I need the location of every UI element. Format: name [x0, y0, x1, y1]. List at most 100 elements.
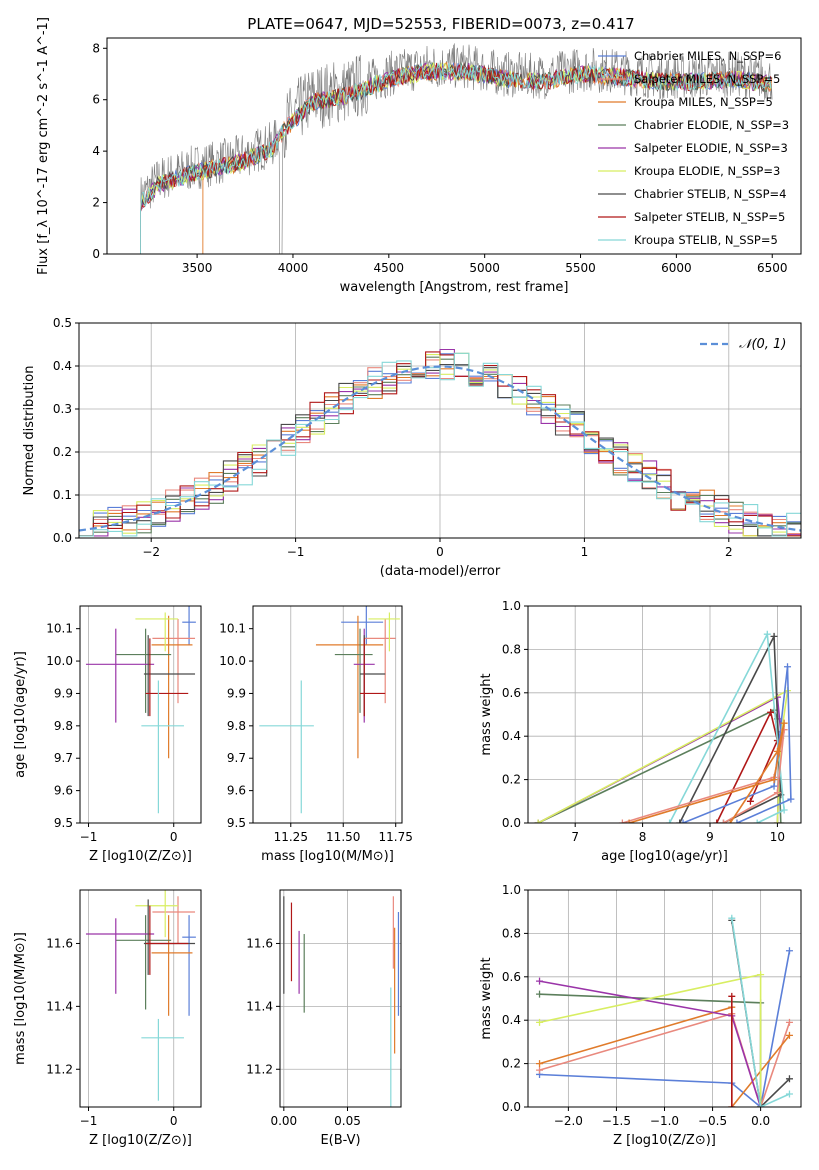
- normal-curve: [79, 365, 801, 532]
- y-tick-label: 11.4: [246, 999, 273, 1013]
- y-tick-label: 11.4: [46, 999, 73, 1013]
- x-tick-label: 9: [706, 830, 714, 844]
- weight-marker-salpeter_miles: [536, 1066, 544, 1074]
- x-tick-label: 11.50: [326, 830, 360, 844]
- y-tick-label: 0.5: [53, 316, 72, 330]
- y-tick-label: 1.0: [502, 883, 521, 897]
- weight-line-kroupa_miles: [628, 723, 785, 823]
- x-axis-label: wavelength [Angstrom, rest frame]: [340, 280, 569, 295]
- axes-frame: [527, 605, 802, 824]
- weight-marker-chabrier_stelib: [770, 632, 778, 640]
- y-tick-label: 1.0: [502, 599, 521, 613]
- x-tick-label: 6500: [757, 261, 788, 275]
- weight-line-chabrier_stelib: [678, 633, 782, 823]
- x-tick-label: 0: [170, 1114, 178, 1128]
- weight-line-salpeter_elodie: [539, 980, 762, 1107]
- mass-vs-extinction-panel: 0.00 0.05 11.2 11.4 11.6 E(B-V): [246, 889, 402, 1148]
- y-tick-label: 6: [92, 93, 100, 107]
- weight-line-kroupa_stelib: [668, 631, 785, 823]
- x-axis-label: Z [log10(Z/Z⊙)]: [89, 849, 192, 864]
- weight-vs-metallicity-panel: −2.0 −1.5 −1.0 −0.5 0.0 0.0 0.2 0.4 0.6 0.8 1.0 Z […: [479, 883, 802, 1148]
- x-tick-label: 0.00: [270, 1114, 297, 1128]
- y-tick-label: 9.5: [227, 816, 246, 830]
- weight-marker-chabrier_miles: [770, 782, 778, 790]
- y-tick-label: 0.2: [502, 773, 521, 787]
- y-axis-label: mass [log10(M/M⊙)]: [13, 932, 28, 1065]
- y-tick-label: 0.8: [502, 926, 521, 940]
- weight-line-chabrier_miles: [539, 950, 791, 1107]
- weight-marker-salpeter_stelib: [728, 992, 736, 1000]
- y-tick-label: 0.6: [502, 686, 521, 700]
- y-tick-label: 2: [92, 196, 100, 210]
- y-tick-label: 9.7: [54, 751, 73, 765]
- y-axis-label: Normed distribution: [22, 366, 37, 496]
- weight-marker-kroupa_stelib: [666, 819, 674, 823]
- y-tick-label: 11.6: [246, 936, 273, 950]
- y-tick-label: 0.2: [53, 445, 72, 459]
- weight-marker-kroupa_stelib: [763, 630, 771, 638]
- plot-area: [85, 890, 196, 1101]
- y-tick-label: 0.2: [502, 1057, 521, 1071]
- legend-label-salpeter_elodie: Salpeter ELODIE, N_SSP=3: [634, 141, 788, 155]
- x-tick-label: 5000: [469, 261, 500, 275]
- x-tick-label: −0.5: [698, 1114, 727, 1128]
- spectrum-panel: 3500 4000 4500 5000 5500 6000 6500 0 2 4 6 8 wavelen…: [36, 17, 802, 295]
- weight-marker-kroupa_elodie: [757, 971, 765, 979]
- weight-marker-chabrier_miles: [787, 795, 795, 803]
- y-tick-label: 10.1: [219, 622, 246, 636]
- y-tick-label: 9.6: [54, 784, 73, 798]
- mass-vs-metallicity-panel: −1 0 11.2 11.4 11.6 Z [log10(Z/Z⊙)] mass [log1…: [13, 889, 202, 1148]
- y-tick-label: 9.5: [54, 816, 73, 830]
- axes-frame: [527, 889, 802, 1108]
- axes-frame: [106, 37, 802, 255]
- plot-area: [79, 348, 801, 537]
- y-tick-label: 10.0: [219, 654, 246, 668]
- y-tick-label: 9.8: [54, 719, 73, 733]
- y-axis-label: mass weight: [479, 673, 494, 755]
- model-spectrum-kroupa_stelib: [140, 62, 772, 254]
- x-tick-label: 10: [770, 830, 785, 844]
- weight-marker-kroupa_stelib: [728, 914, 736, 922]
- y-tick-label: 4: [92, 144, 100, 158]
- weight-line-kroupa_elodie: [539, 973, 762, 1107]
- weight-marker-salpeter_stelib: [767, 708, 775, 716]
- x-axis-label: mass [log10(M/M⊙)]: [261, 849, 394, 864]
- legend-label-chabrier_stelib: Chabrier STELIB, N_SSP=4: [634, 187, 786, 201]
- y-tick-label: 0.4: [502, 729, 521, 743]
- plot-area: [283, 896, 400, 1107]
- plot-area: [140, 43, 773, 254]
- y-tick-label: 0.3: [53, 402, 72, 416]
- y-tick-label: 11.2: [246, 1062, 273, 1076]
- weight-marker-kroupa_elodie: [534, 819, 542, 823]
- x-tick-label: −1: [287, 545, 305, 559]
- weight-marker-chabrier_miles: [785, 947, 793, 955]
- x-tick-label: −1: [80, 830, 98, 844]
- x-tick-label: 8: [639, 830, 647, 844]
- x-tick-label: 0.0: [751, 1114, 770, 1128]
- x-tick-label: −2: [142, 545, 160, 559]
- x-tick-label: −2.0: [554, 1114, 583, 1128]
- weight-marker-kroupa_elodie: [536, 1018, 544, 1026]
- axes-frame: [252, 605, 403, 824]
- x-tick-label: 7: [571, 830, 579, 844]
- x-tick-label: 4500: [374, 261, 405, 275]
- plot-area: [536, 914, 793, 1107]
- weight-marker-kroupa_stelib: [757, 1103, 765, 1107]
- y-tick-label: 10.1: [46, 622, 73, 636]
- x-tick-label: 1: [581, 545, 589, 559]
- legend-label-kroupa_stelib: Kroupa STELIB, N_SSP=5: [634, 233, 778, 247]
- axes-frame: [79, 889, 202, 1108]
- age-vs-mass-panel: 11.25 11.50 11.75 9.5 9.6 9.7 9.8 9.9 10.0 10.1 ma…: [219, 605, 413, 864]
- y-tick-label: 0.0: [502, 816, 521, 830]
- x-tick-label: 11.25: [274, 830, 308, 844]
- axes-frame: [79, 605, 202, 824]
- weight-marker-kroupa_stelib: [785, 1090, 793, 1098]
- y-tick-label: 9.8: [227, 719, 246, 733]
- y-axis-label: Flux [f_λ 10^-17 erg cm^-2 s^-1 A^-1]: [36, 17, 51, 275]
- weight-marker-kroupa_miles: [780, 719, 788, 727]
- y-tick-label: 8: [92, 41, 100, 55]
- plot-area: [85, 606, 196, 814]
- legend-label-normal: 𝒩(0, 1): [739, 337, 786, 352]
- residuals-panel: −2 −1 0 1 2 0.0 0.1 0.2 0.3 0.4 0.5 (data-model)/er…: [22, 316, 802, 579]
- weight-marker-salpeter_miles: [618, 819, 626, 823]
